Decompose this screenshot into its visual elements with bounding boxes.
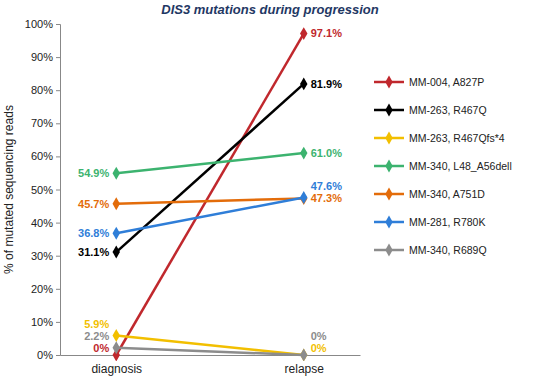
y-tick-label: 80% bbox=[31, 84, 53, 96]
y-tick: 60% bbox=[31, 150, 60, 162]
data-label: 81.9% bbox=[311, 78, 342, 90]
point bbox=[300, 27, 307, 40]
y-tick-mark bbox=[56, 355, 60, 356]
data-label: 47.6% bbox=[311, 180, 342, 192]
x-axis: diagnosis relapse bbox=[61, 355, 361, 376]
y-tick-mark bbox=[56, 289, 60, 290]
y-tick: 50% bbox=[31, 184, 60, 196]
data-label: 97.1% bbox=[311, 27, 342, 39]
point bbox=[300, 349, 307, 361]
y-tick-mark bbox=[56, 156, 60, 157]
series-line bbox=[116, 335, 304, 355]
legend-label: MM-340, L48_A56dell bbox=[409, 160, 512, 172]
y-tick-mark bbox=[56, 223, 60, 224]
y-tick-mark bbox=[56, 322, 60, 323]
data-labels: 0%2.2%5.9%31.1%36.8%45.7%54.9%0%0%47.3%4… bbox=[78, 27, 342, 353]
data-label: 0% bbox=[93, 342, 109, 354]
point bbox=[113, 246, 120, 259]
legend-entry: MM-281, R780K bbox=[374, 216, 485, 229]
y-tick: 100% bbox=[25, 18, 60, 30]
y-tick: 40% bbox=[31, 217, 60, 229]
point bbox=[113, 329, 120, 342]
data-label: 47.3% bbox=[311, 192, 342, 204]
legend-marker bbox=[385, 76, 392, 89]
y-tick-label: 10% bbox=[31, 316, 53, 328]
plot-area bbox=[113, 27, 308, 361]
legend-label: MM-263, R467Q bbox=[409, 104, 487, 116]
point bbox=[300, 349, 307, 361]
y-tick-mark bbox=[56, 123, 60, 124]
legend-entry: MM-340, L48_A56dell bbox=[374, 160, 512, 173]
y-tick-label: 90% bbox=[31, 51, 53, 63]
y-axis: 0% 10% 20% 30% 40% 50% 60% 70% 80% 90% 100% bbox=[25, 18, 61, 361]
point bbox=[113, 341, 120, 354]
legend-entry: MM-340, R689Q bbox=[374, 244, 487, 257]
y-tick-label: 30% bbox=[31, 250, 53, 262]
data-label: 61.0% bbox=[311, 147, 342, 159]
point bbox=[113, 197, 120, 210]
legend-marker bbox=[385, 188, 392, 201]
x-axis-line bbox=[61, 355, 361, 356]
legend-label: MM-340, R689Q bbox=[409, 244, 487, 256]
y-tick-label: 20% bbox=[31, 283, 53, 295]
legend-marker bbox=[385, 104, 392, 117]
legend-label: MM-004, A827P bbox=[409, 76, 484, 88]
point bbox=[300, 77, 307, 90]
data-label: 31.1% bbox=[78, 246, 109, 258]
legend-entry: MM-340, A751D bbox=[374, 188, 485, 201]
y-tick-label: 0% bbox=[37, 349, 53, 361]
y-tick: 0% bbox=[37, 349, 60, 361]
series-line bbox=[116, 34, 304, 355]
y-axis-line bbox=[56, 25, 61, 356]
chart: 0% 10% 20% 30% 40% 50% 60% 70% 80% 90% 100% diagnos… bbox=[0, 0, 550, 386]
y-tick-mark bbox=[56, 57, 60, 58]
data-label: 54.9% bbox=[78, 167, 109, 179]
y-tick-label: 100% bbox=[25, 18, 53, 30]
y-tick-label: 70% bbox=[31, 117, 53, 129]
y-tick-mark bbox=[56, 190, 60, 191]
y-tick-mark bbox=[56, 90, 60, 91]
y-tick-label: 40% bbox=[31, 217, 53, 229]
x-tick-label: relapse bbox=[285, 362, 325, 376]
y-tick: 30% bbox=[31, 250, 60, 262]
data-label: 36.8% bbox=[78, 227, 109, 239]
legend-entry: MM-263, R467Qfs*4 bbox=[374, 132, 505, 145]
y-tick: 90% bbox=[31, 51, 60, 63]
point bbox=[300, 191, 307, 204]
y-tick-label: 60% bbox=[31, 150, 53, 162]
data-label: 45.7% bbox=[78, 198, 109, 210]
legend-label: MM-263, R467Qfs*4 bbox=[409, 132, 505, 144]
series-line bbox=[116, 84, 304, 252]
legend-entry: MM-004, A827P bbox=[374, 76, 484, 89]
point bbox=[113, 167, 120, 180]
data-label: 0% bbox=[311, 342, 327, 354]
data-label: 2.2% bbox=[84, 330, 109, 342]
point bbox=[113, 227, 120, 240]
y-tick-mark bbox=[56, 256, 60, 257]
point bbox=[300, 192, 307, 205]
legend-marker bbox=[385, 160, 392, 173]
legend-marker bbox=[385, 132, 392, 145]
title: DIS3 mutations during progression bbox=[161, 2, 378, 17]
series-line bbox=[116, 197, 304, 233]
legend-entry: MM-263, R467Q bbox=[374, 104, 487, 117]
data-label: 5.9% bbox=[84, 318, 109, 330]
data-label: 0% bbox=[311, 330, 327, 342]
legend-label: MM-340, A751D bbox=[409, 188, 485, 200]
y-axis-title: % of mutated sequencing reads bbox=[2, 105, 16, 274]
legend-marker bbox=[385, 244, 392, 257]
y-tick: 80% bbox=[31, 84, 60, 96]
x-tick-label: diagnosis bbox=[91, 362, 142, 376]
y-tick: 20% bbox=[31, 283, 60, 295]
point bbox=[300, 147, 307, 160]
legend-label: MM-281, R780K bbox=[409, 216, 485, 228]
legend: MM-004, A827P MM-263, R467Q MM-263, R467Qf… bbox=[374, 76, 512, 257]
legend-marker bbox=[385, 216, 392, 229]
series-line bbox=[116, 348, 304, 355]
series-line bbox=[116, 153, 304, 173]
y-tick-label: 50% bbox=[31, 184, 53, 196]
y-tick: 70% bbox=[31, 117, 60, 129]
y-tick: 10% bbox=[31, 316, 60, 328]
y-tick-mark bbox=[56, 24, 60, 25]
